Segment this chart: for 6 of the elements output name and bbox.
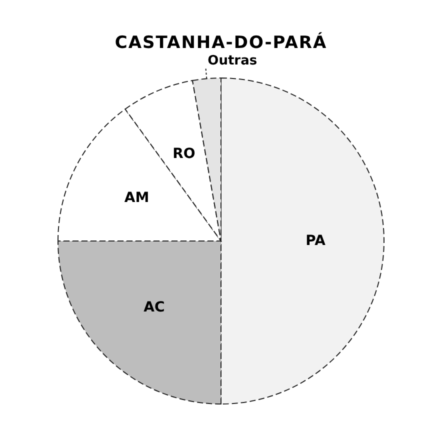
slice-label: AC — [144, 300, 165, 316]
chart-title: CASTANHA-DO-PARÁ — [114, 32, 328, 53]
slice-label: Outras — [208, 54, 258, 69]
slice-label: AM — [124, 190, 150, 206]
slice-label: PA — [306, 232, 326, 249]
slice-label: RO — [172, 146, 196, 162]
